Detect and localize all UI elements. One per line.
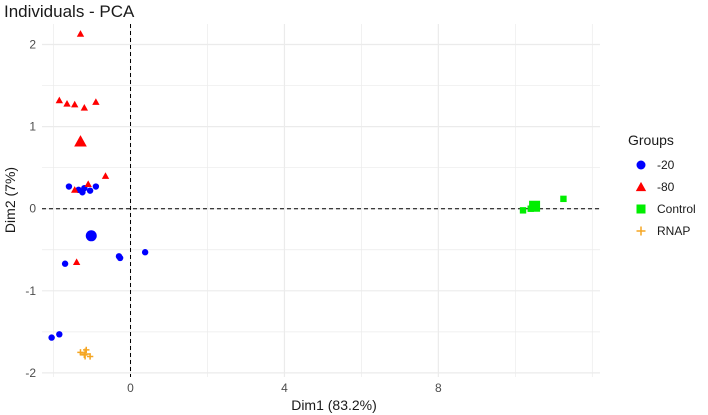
data-point xyxy=(81,351,88,359)
data-point xyxy=(141,249,149,256)
series--20 xyxy=(48,183,149,341)
group-centroid xyxy=(79,348,91,360)
x-tick-label: 0 xyxy=(127,381,134,395)
x-tick-label: 8 xyxy=(435,381,442,395)
series--80 xyxy=(55,30,110,266)
legend-key xyxy=(636,160,646,170)
data-point xyxy=(79,189,86,196)
data-point xyxy=(48,334,55,341)
data-point xyxy=(83,346,90,354)
data-point xyxy=(84,180,92,188)
legend: Groups -20 -80 Control RNAP xyxy=(628,132,696,238)
legend-entry-label: RNAP xyxy=(657,224,690,238)
group-centroid xyxy=(529,200,541,212)
legend-key xyxy=(635,181,647,192)
data-point xyxy=(76,30,85,37)
y-tick-label: 1 xyxy=(29,120,36,134)
tick-labels: 0 4 8 -2 -1 0 1 2 xyxy=(25,38,442,395)
y-tick-label: -1 xyxy=(25,284,36,298)
y-tick-label: 0 xyxy=(29,202,36,216)
x-tick-label: 4 xyxy=(281,381,288,395)
data-point xyxy=(560,195,567,203)
data-point xyxy=(55,96,63,104)
legend-entry-label: Control xyxy=(657,202,696,216)
data-point xyxy=(56,331,63,338)
data-point xyxy=(71,186,79,193)
series-RNAP xyxy=(77,346,94,360)
data-point xyxy=(61,260,69,267)
group-centroid xyxy=(74,135,87,147)
data-point xyxy=(116,254,124,262)
legend-key xyxy=(636,204,646,214)
data-point xyxy=(80,104,89,111)
data-point xyxy=(72,258,81,266)
legend-entry-label: -20 xyxy=(657,158,675,172)
data-point xyxy=(92,98,100,105)
data-points xyxy=(48,30,567,360)
data-point xyxy=(519,207,527,214)
legend-title: Groups xyxy=(628,132,674,148)
x-axis-label: Dim1 (83.2%) xyxy=(291,397,377,413)
reference-lines xyxy=(42,24,600,377)
data-point xyxy=(71,100,79,108)
data-point xyxy=(63,99,71,107)
y-tick-label: 2 xyxy=(29,38,36,52)
series-Control xyxy=(519,195,567,214)
data-point xyxy=(65,183,73,190)
chart-title: Individuals - PCA xyxy=(4,2,135,21)
y-tick-label: -2 xyxy=(25,366,36,380)
grid xyxy=(42,24,600,377)
y-axis-label: Dim2 (7%) xyxy=(2,167,18,233)
data-point xyxy=(101,172,110,179)
legend-entry-label: -80 xyxy=(657,180,675,194)
legend-key xyxy=(636,226,646,236)
data-point xyxy=(86,187,94,194)
data-point xyxy=(92,183,100,190)
group-centroid xyxy=(85,230,97,242)
